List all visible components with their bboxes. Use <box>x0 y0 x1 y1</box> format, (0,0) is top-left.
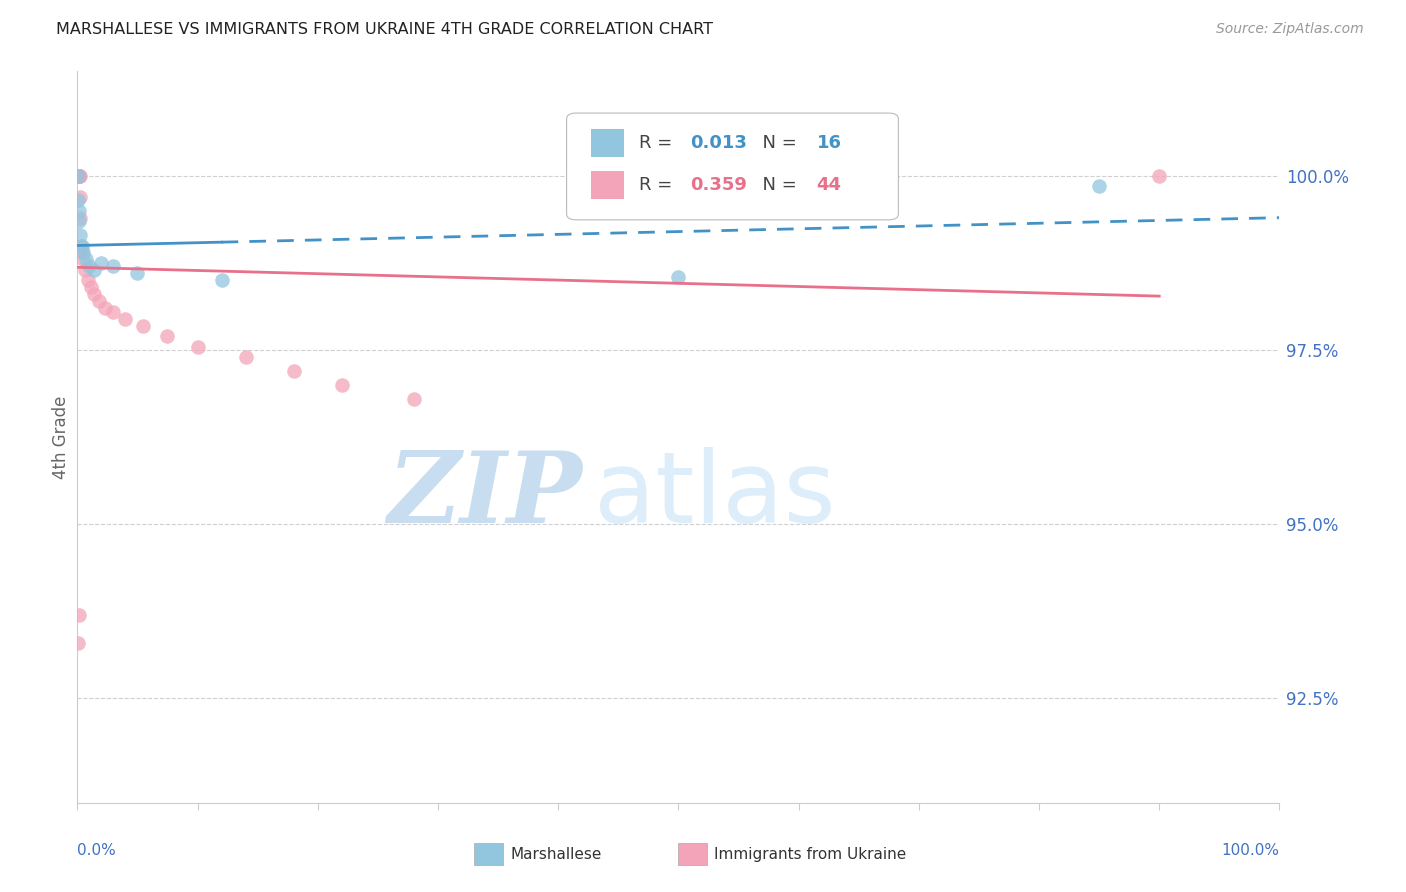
Point <box>103 260 125 274</box>
Point <box>67 169 90 183</box>
Point <box>114 311 136 326</box>
Point <box>67 169 90 183</box>
Point <box>76 273 98 287</box>
Point <box>69 214 91 228</box>
Point <box>69 169 91 183</box>
Point <box>70 245 93 260</box>
Point <box>66 635 89 649</box>
Point <box>103 304 125 318</box>
Point <box>83 263 105 277</box>
Text: 0.013: 0.013 <box>690 134 748 152</box>
Text: MARSHALLESE VS IMMIGRANTS FROM UKRAINE 4TH GRADE CORRELATION CHART: MARSHALLESE VS IMMIGRANTS FROM UKRAINE 4… <box>56 22 713 37</box>
Text: Source: ZipAtlas.com: Source: ZipAtlas.com <box>1216 22 1364 37</box>
Point <box>69 228 91 243</box>
Bar <box>591 129 624 157</box>
Text: N =: N = <box>751 134 801 152</box>
Text: atlas: atlas <box>595 447 837 544</box>
Point <box>87 294 110 309</box>
Point <box>67 169 90 183</box>
Point <box>283 364 305 378</box>
Point <box>235 350 257 364</box>
Point <box>67 169 90 183</box>
Text: 0.0%: 0.0% <box>77 843 117 858</box>
Point <box>94 301 117 316</box>
Point <box>402 392 425 406</box>
Text: N =: N = <box>751 176 801 194</box>
Point <box>69 211 91 225</box>
Point <box>67 169 90 183</box>
Point <box>211 273 233 287</box>
Text: 0.359: 0.359 <box>690 176 748 194</box>
Point <box>67 169 90 183</box>
Point <box>69 190 91 204</box>
Point <box>75 263 97 277</box>
Point <box>1149 169 1171 183</box>
Text: R =: R = <box>638 176 678 194</box>
Point <box>67 169 90 183</box>
Point <box>67 607 90 622</box>
Point <box>66 169 89 183</box>
Point <box>156 329 179 343</box>
Point <box>67 169 90 183</box>
Point <box>72 245 94 260</box>
Point <box>67 169 90 183</box>
Bar <box>591 171 624 199</box>
Point <box>79 260 101 274</box>
Point <box>330 377 353 392</box>
Point <box>79 280 101 294</box>
Bar <box>679 843 707 865</box>
Text: R =: R = <box>638 134 678 152</box>
Y-axis label: 4th Grade: 4th Grade <box>52 395 70 479</box>
Bar <box>474 843 503 865</box>
Text: 100.0%: 100.0% <box>1222 843 1279 858</box>
FancyBboxPatch shape <box>567 113 898 219</box>
Point <box>66 169 89 183</box>
Point <box>67 193 90 207</box>
Point <box>69 169 91 183</box>
Text: ZIP: ZIP <box>387 448 582 544</box>
Text: 44: 44 <box>817 176 842 194</box>
Point <box>66 169 89 183</box>
Point <box>187 339 209 353</box>
Point <box>668 269 690 284</box>
Point <box>90 256 112 270</box>
Point <box>132 318 155 333</box>
Point <box>72 252 94 267</box>
Point <box>70 238 93 252</box>
Point <box>127 266 149 280</box>
Text: Marshallese: Marshallese <box>510 847 602 862</box>
Point <box>1088 179 1111 194</box>
Text: Immigrants from Ukraine: Immigrants from Ukraine <box>714 847 907 862</box>
Point <box>83 287 105 301</box>
Point <box>67 203 90 218</box>
Point <box>66 169 89 183</box>
Point <box>75 252 97 267</box>
Text: 16: 16 <box>817 134 842 152</box>
Point <box>70 238 93 252</box>
